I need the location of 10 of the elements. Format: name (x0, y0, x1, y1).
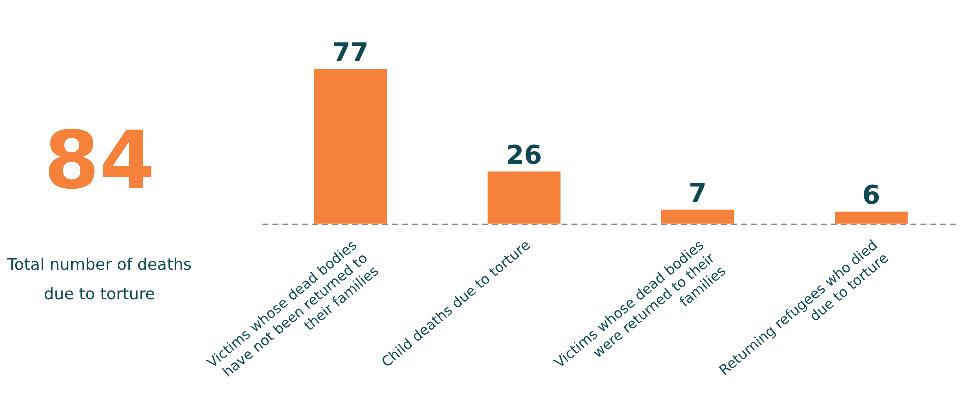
text: Total number of deaths due to torture (6, 254, 192, 304)
data-label: 7 (688, 178, 707, 209)
bar (488, 172, 561, 224)
bar (835, 212, 908, 224)
data-label: 6 (862, 180, 880, 211)
bar (661, 210, 734, 224)
data-label: 77 (332, 38, 369, 68)
bar (314, 69, 388, 224)
text: 84 (44, 114, 156, 208)
data-label: 26 (506, 140, 542, 171)
